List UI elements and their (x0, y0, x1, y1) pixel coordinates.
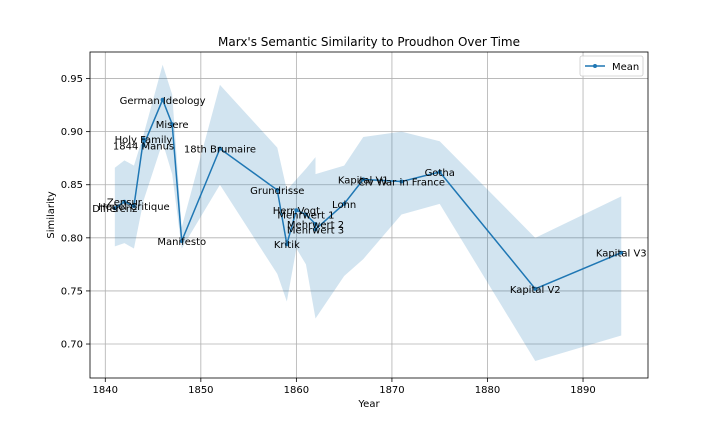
point-label: Kritik (274, 240, 300, 251)
data-point (313, 227, 318, 232)
data-point (437, 169, 442, 174)
y-tick-label: 0.80 (61, 233, 83, 244)
point-label: Kapital V1 (338, 175, 389, 186)
point-label: 1844 Manus (113, 141, 174, 152)
y-axis-label: Similarity (46, 191, 57, 238)
data-point (170, 122, 175, 127)
data-point (284, 242, 289, 247)
point-label: Civ War in France (358, 178, 445, 189)
data-point (361, 177, 366, 182)
x-tick-label: 1840 (93, 385, 118, 396)
point-label: Holy Family (115, 135, 173, 146)
data-point (303, 212, 308, 217)
confidence-band-area (114, 64, 622, 362)
point-label: 18th Brumaire (184, 145, 256, 156)
legend-marker-swatch (593, 64, 597, 68)
point-label: Herr Vogt (273, 206, 320, 217)
data-point (131, 203, 136, 208)
data-point (619, 250, 624, 255)
data-point (533, 286, 538, 291)
data-point (275, 188, 280, 193)
y-tick-label: 0.70 (61, 340, 83, 351)
point-label: Differenz (92, 204, 137, 215)
mean-series (112, 97, 624, 291)
confidence-band (114, 64, 622, 362)
legend: Mean (579, 55, 644, 77)
x-tick-label: 1890 (570, 385, 595, 396)
plot-frame (89, 51, 649, 379)
point-label: Mehrwert 1 (277, 210, 334, 221)
data-point (399, 179, 404, 184)
data-point (217, 146, 222, 151)
y-tick-label: 0.85 (61, 180, 83, 191)
x-tick-label: 1870 (379, 385, 404, 396)
data-point (179, 239, 184, 244)
y-tick-label: 0.95 (61, 74, 83, 85)
point-label: Gotha (425, 168, 455, 179)
x-axis-ticks: 1840 1850 1860 1870 1880 1890 (93, 378, 596, 396)
data-point (141, 143, 146, 148)
point-label: Zensur (107, 198, 143, 209)
data-point (122, 199, 127, 204)
data-point (313, 222, 318, 227)
y-tick-label: 0.90 (61, 127, 83, 138)
x-axis-label: Year (357, 399, 380, 410)
point-label: Hegel Critique (98, 202, 170, 213)
data-point (294, 208, 299, 213)
y-tick-label: 0.75 (61, 286, 83, 297)
point-label: Kapital V2 (510, 285, 561, 296)
chart-title: Marx's Semantic Similarity to Proudhon O… (218, 35, 520, 49)
x-tick-label: 1880 (475, 385, 500, 396)
point-label: Mehrwert 2 (287, 220, 344, 231)
x-tick-label: 1860 (284, 385, 309, 396)
y-axis-ticks: 0.70 0.75 0.80 0.85 0.90 0.95 (61, 74, 90, 351)
point-label: Misere (156, 120, 189, 131)
legend-box (579, 55, 644, 77)
point-label: Lohn (332, 200, 356, 211)
point-label: Manifesto (157, 237, 206, 248)
data-point (342, 201, 347, 206)
data-point (112, 206, 117, 211)
point-label: German Ideology (120, 96, 206, 107)
data-point (160, 97, 165, 102)
point-label: Mehrwert 3 (287, 225, 344, 236)
point-label: Kapital V3 (596, 249, 647, 260)
point-label: Grundrisse (250, 186, 304, 197)
x-tick-label: 1850 (188, 385, 213, 396)
legend-label-mean: Mean (612, 62, 639, 73)
data-point (141, 137, 146, 142)
